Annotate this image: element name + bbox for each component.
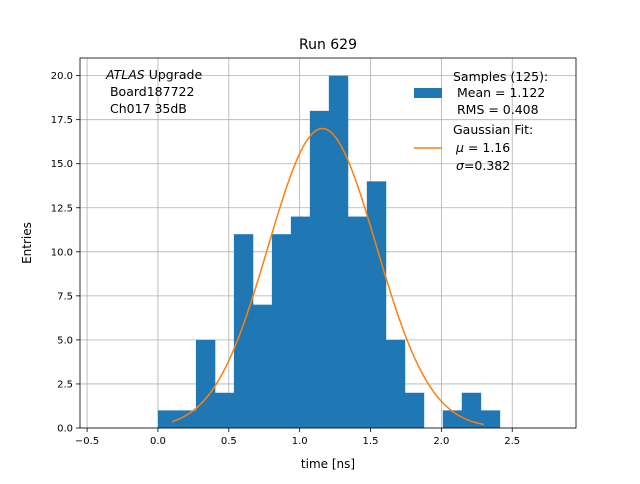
y-tick-label: 7.5 bbox=[57, 291, 73, 302]
legend-sigma-symbol: σ bbox=[456, 158, 465, 173]
legend-samples-swatch bbox=[414, 88, 442, 98]
y-tick-label: 10.0 bbox=[51, 247, 73, 258]
histogram-bar bbox=[252, 304, 273, 428]
y-tick-label: 20.0 bbox=[51, 71, 73, 82]
x-tick-label: 0.0 bbox=[150, 436, 166, 447]
y-tick-label: 15.0 bbox=[51, 159, 73, 170]
annotation-channel: Ch017 35dB bbox=[106, 101, 187, 116]
legend-fit-sigma: σ=0.382 bbox=[456, 158, 510, 173]
histogram-bar bbox=[366, 181, 387, 428]
histogram-bars bbox=[157, 75, 501, 428]
legend: Samples (125): Mean = 1.122 RMS = 0.408 … bbox=[414, 69, 548, 173]
legend-fit-mu: μ = 1.16 bbox=[455, 140, 510, 155]
histogram-bar bbox=[271, 234, 292, 428]
legend-sigma-value: =0.382 bbox=[464, 158, 510, 173]
y-tick-label: 2.5 bbox=[57, 379, 73, 390]
histogram-bar bbox=[290, 216, 311, 428]
histogram-bar bbox=[404, 392, 425, 428]
y-tick-label: 17.5 bbox=[51, 115, 73, 126]
annotation-line-1: ATLAS Upgrade bbox=[105, 67, 202, 82]
x-axis-ticks: −0.5 0.0 0.5 1.0 1.5 2.0 2.5 bbox=[75, 428, 520, 447]
gaussian-fit bbox=[171, 127, 485, 426]
plot-frame bbox=[79, 57, 577, 429]
legend-fit-title: Gaussian Fit: bbox=[453, 122, 533, 137]
x-axis-label: time [ns] bbox=[301, 457, 355, 471]
y-tick-label: 12.5 bbox=[51, 203, 73, 214]
y-axis-label: Entries bbox=[20, 222, 34, 264]
histogram-bar bbox=[442, 410, 463, 428]
annotation-board: Board187722 bbox=[106, 84, 194, 99]
histogram-bar bbox=[157, 410, 178, 428]
histogram-bar bbox=[480, 410, 501, 428]
histogram-bar bbox=[214, 392, 235, 428]
gaussian-fit-curve bbox=[171, 127, 485, 426]
legend-samples-rms: RMS = 0.408 bbox=[453, 102, 539, 117]
legend-samples-title: Samples (125): bbox=[453, 69, 548, 84]
histogram-bar bbox=[385, 339, 406, 428]
histogram-bar bbox=[195, 339, 216, 428]
x-tick-label: 2.5 bbox=[504, 436, 520, 447]
histogram-bar bbox=[176, 410, 197, 428]
chart-title: Run 629 bbox=[299, 37, 357, 53]
annotation-atlas: ATLAS bbox=[105, 67, 145, 82]
y-tick-label: 5.0 bbox=[57, 335, 73, 346]
histogram-bar bbox=[309, 110, 330, 428]
histogram-bar bbox=[347, 216, 368, 428]
y-tick-label: 0.0 bbox=[57, 424, 73, 435]
x-tick-label: 1.0 bbox=[292, 436, 308, 447]
atlas-annotation: ATLAS Upgrade Board187722 Ch017 35dB bbox=[105, 67, 202, 116]
x-tick-label: 0.5 bbox=[221, 436, 237, 447]
x-tick-label: −0.5 bbox=[75, 436, 99, 447]
annotation-upgrade: Upgrade bbox=[145, 67, 203, 82]
x-tick-label: 2.0 bbox=[433, 436, 449, 447]
legend-mu-value: = 1.16 bbox=[464, 140, 510, 155]
legend-samples-mean: Mean = 1.122 bbox=[453, 85, 545, 100]
histogram-bar bbox=[233, 234, 254, 428]
legend-mu-symbol: μ bbox=[455, 140, 464, 155]
histogram-bar bbox=[328, 75, 349, 428]
x-tick-label: 1.5 bbox=[363, 436, 379, 447]
y-axis-ticks: 0.0 2.5 5.0 7.5 10.0 12.5 15.0 17.5 20.0 bbox=[51, 71, 80, 435]
